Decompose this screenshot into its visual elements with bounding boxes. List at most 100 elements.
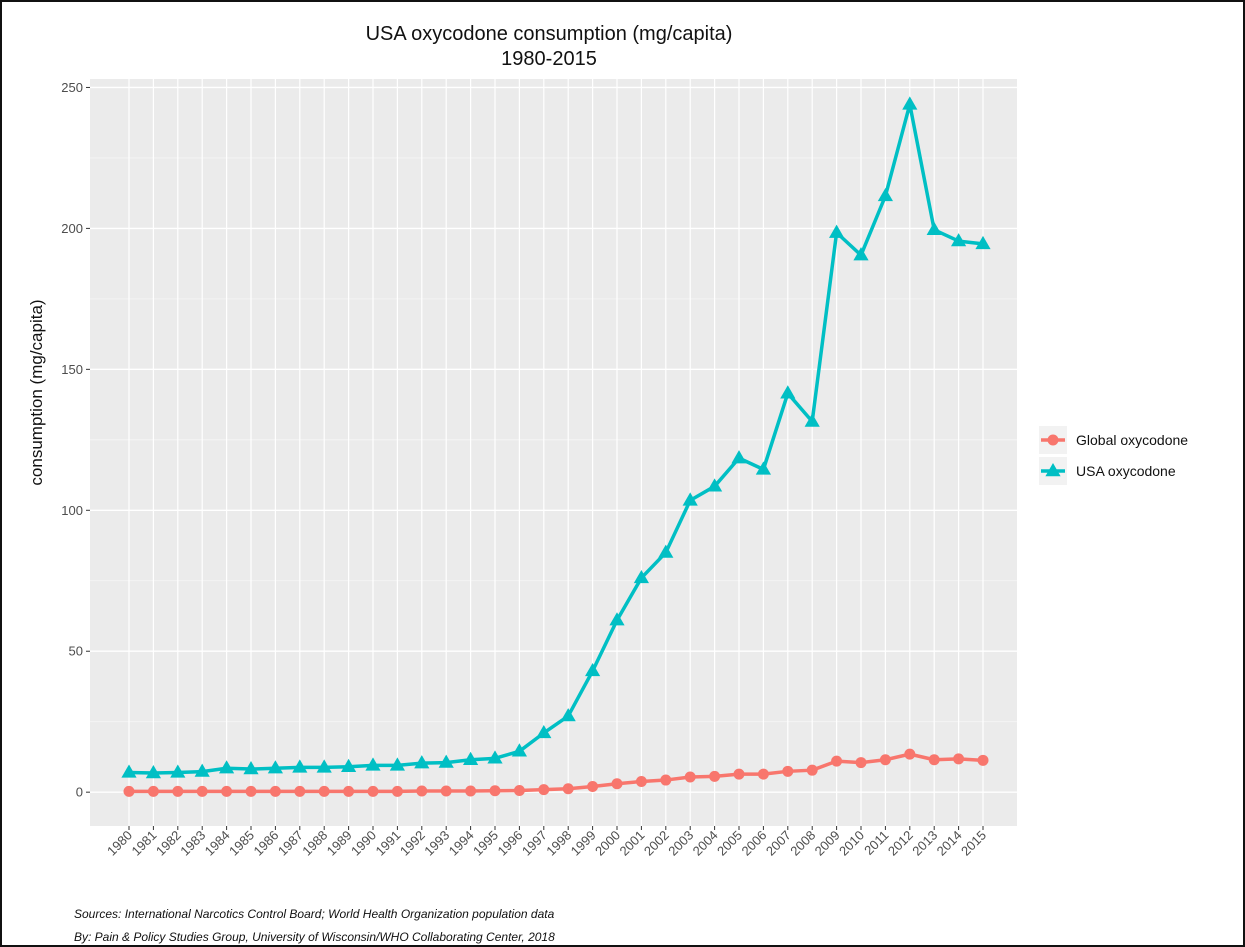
data-point [440, 785, 452, 797]
data-point [465, 785, 477, 797]
data-point [658, 544, 674, 558]
legend-item: Global oxycodone [1039, 426, 1188, 454]
x-tick-label: 1987 [275, 828, 306, 859]
chart-title: USA oxycodone consumption (mg/capita) [366, 23, 733, 45]
data-point [365, 757, 381, 771]
x-tick-label: 1994 [446, 828, 477, 859]
data-point [219, 760, 235, 774]
x-tick-label: 2014 [934, 828, 965, 859]
x-tick-label: 1996 [494, 828, 525, 859]
data-point [684, 771, 696, 783]
x-tick-label: 2011 [861, 828, 891, 858]
data-point [611, 778, 623, 790]
x-tick-label: 1986 [250, 828, 281, 859]
x-tick-label: 2012 [885, 828, 916, 859]
data-point [343, 785, 355, 797]
x-tick-label: 2005 [714, 828, 745, 859]
data-point [733, 768, 745, 780]
x-tick-label: 2015 [958, 828, 989, 859]
data-point [489, 785, 501, 797]
data-point [121, 764, 137, 778]
data-point [172, 785, 184, 797]
data-point [414, 755, 430, 769]
legend-key-marker [1045, 463, 1061, 477]
x-tick-label: 1980 [104, 828, 135, 859]
x-tick-label: 2000 [592, 828, 623, 859]
data-point [438, 754, 454, 768]
data-point [780, 385, 796, 399]
x-tick-label: 1989 [324, 828, 355, 859]
x-tick-label: 1992 [397, 828, 428, 859]
data-point [635, 775, 647, 787]
y-axis-label: consumption (mg/capita) [27, 299, 46, 485]
data-point [294, 785, 306, 797]
x-tick-label: 1999 [568, 828, 599, 859]
data-point [755, 461, 771, 475]
data-point [731, 450, 747, 464]
data-point [831, 755, 843, 767]
x-tick-label: 2003 [665, 828, 696, 859]
data-point [538, 784, 550, 796]
y-tick-label: 150 [61, 362, 83, 377]
data-point [269, 785, 281, 797]
data-point [536, 724, 552, 739]
data-point [123, 785, 135, 797]
data-point [292, 759, 308, 773]
series-usa-oxycodone [121, 96, 991, 779]
y-axis-ticks: 0 50 100 150 200 250 [61, 80, 90, 800]
data-point [513, 784, 525, 796]
x-tick-label: 1983 [177, 828, 208, 859]
x-tick-label: 2002 [641, 828, 672, 859]
data-point [194, 763, 210, 777]
x-tick-label: 1990 [348, 828, 379, 859]
x-tick-label: 2009 [812, 828, 843, 859]
credit-note: By: Pain & Policy Studies Group, Univers… [74, 930, 555, 944]
legend: Global oxycodone USA oxycodone [1039, 426, 1188, 485]
plot-panel [90, 79, 1017, 826]
legend-label: Global oxycodone [1076, 432, 1188, 448]
data-point [928, 754, 940, 766]
data-point [975, 235, 991, 250]
data-point [560, 708, 576, 722]
x-axis-ticks: 1980198119821983198419851986198719881989… [104, 826, 989, 859]
x-tick-label: 1988 [299, 828, 330, 859]
data-point [926, 221, 942, 236]
data-point [587, 781, 599, 793]
data-point [879, 754, 891, 766]
x-tick-label: 2013 [909, 828, 940, 859]
x-tick-label: 2010 [836, 828, 867, 859]
y-tick-label: 250 [61, 80, 83, 95]
legend-key-marker [1047, 434, 1059, 446]
data-point [904, 748, 916, 760]
data-point [511, 743, 527, 757]
x-tick-label: 1991 [372, 828, 403, 859]
x-tick-label: 1984 [202, 828, 233, 859]
y-tick-label: 0 [76, 785, 83, 800]
x-tick-label: 2006 [738, 828, 769, 859]
data-point [855, 757, 867, 769]
data-point [804, 413, 820, 427]
data-point [877, 187, 893, 202]
series-global-oxycodone [123, 748, 989, 797]
chart-subtitle: 1980-2015 [501, 48, 597, 70]
data-point [389, 757, 405, 771]
data-point [709, 770, 721, 782]
data-point [829, 224, 845, 238]
data-point [318, 785, 330, 797]
x-tick-label: 1985 [226, 828, 257, 859]
data-point [682, 492, 698, 506]
x-tick-label: 2008 [787, 828, 818, 859]
data-point [902, 96, 918, 110]
data-point [707, 478, 723, 492]
data-point [853, 247, 869, 261]
data-point [391, 785, 403, 797]
legend-item: USA oxycodone [1039, 457, 1176, 485]
sources-note: Sources: International Narcotics Control… [74, 907, 555, 921]
data-point [221, 785, 233, 797]
data-point [609, 612, 625, 626]
x-tick-label: 2007 [763, 828, 794, 859]
x-tick-label: 1982 [153, 828, 184, 859]
data-point [806, 764, 818, 776]
x-tick-label: 1981 [128, 828, 159, 859]
